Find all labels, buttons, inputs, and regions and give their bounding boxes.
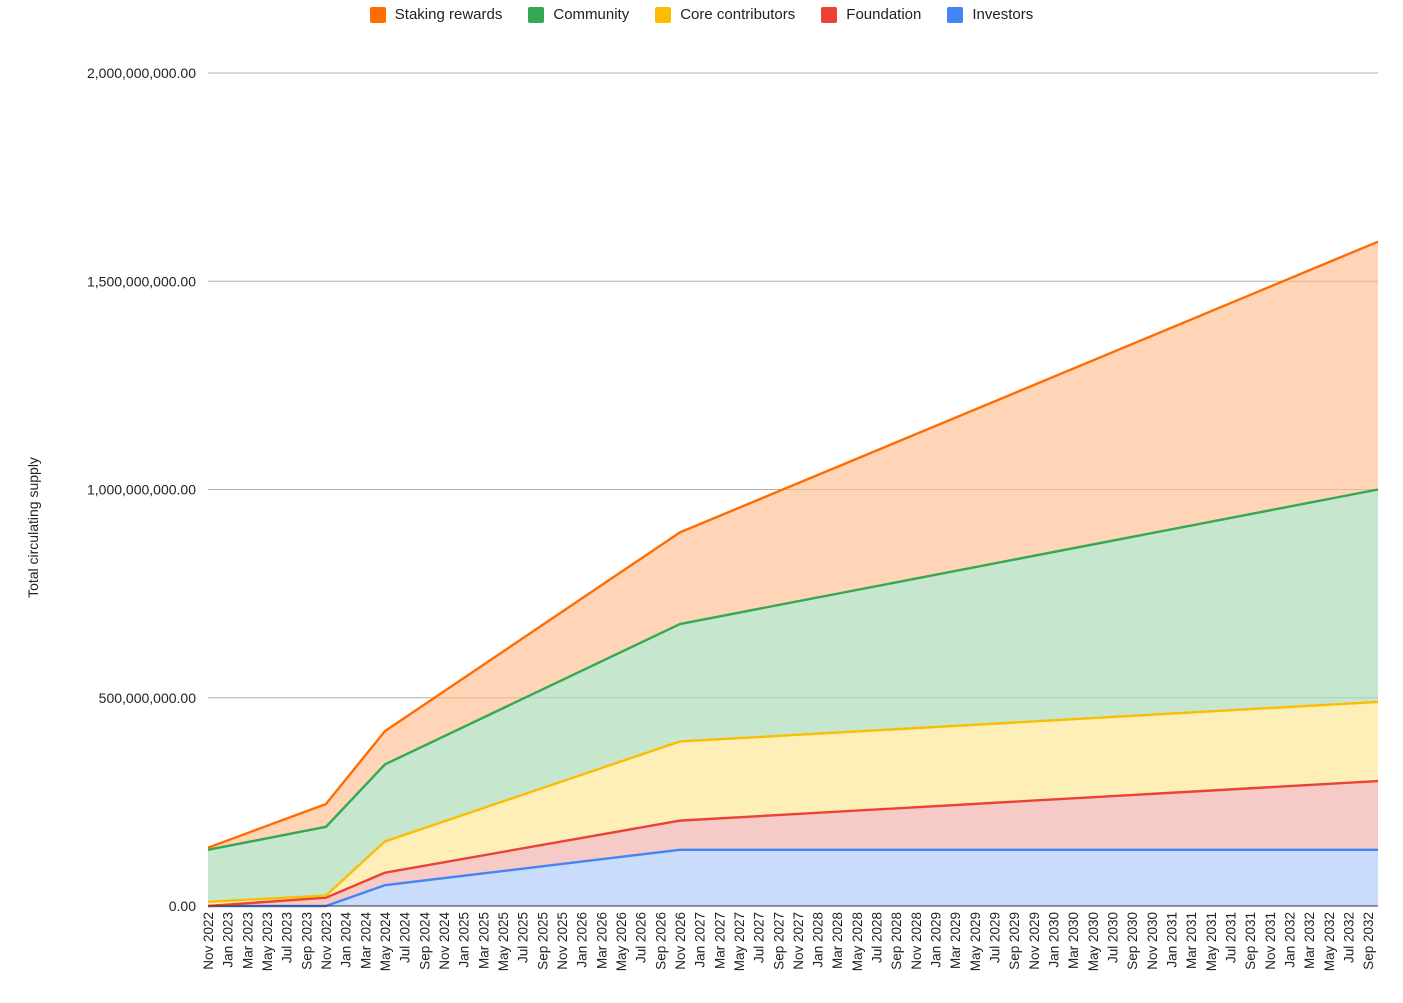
x-tick-label: Jan 2031 (1165, 912, 1180, 968)
x-tick-label: Nov 2023 (319, 912, 334, 970)
x-tick-label: Mar 2030 (1066, 912, 1081, 969)
x-tick-label: Jul 2031 (1224, 912, 1239, 963)
x-tick-label: Jan 2025 (457, 912, 472, 968)
x-tick-label: Mar 2031 (1184, 912, 1199, 969)
area-foundation (208, 781, 1378, 906)
x-tick-label: Mar 2027 (712, 912, 727, 969)
x-tick-label: Nov 2024 (437, 912, 452, 970)
line-core-contributors (207, 700, 1379, 904)
legend-item-community: Community (528, 6, 629, 23)
x-tick-label: Jan 2023 (221, 912, 236, 968)
x-tick-label: Mar 2028 (830, 912, 845, 969)
x-tick-label: Jul 2029 (988, 912, 1003, 963)
x-tick-label: Mar 2023 (240, 912, 255, 969)
line-staking-rewards (207, 240, 1379, 849)
legend-label-investors: Investors (972, 6, 1034, 23)
legend-item-investors: Investors (947, 6, 1033, 23)
x-tick-label: Nov 2026 (673, 912, 688, 970)
x-tick-label: Jan 2024 (339, 912, 354, 968)
x-tick-label: Sep 2032 (1361, 912, 1376, 970)
x-tick-label: Jan 2029 (929, 912, 944, 968)
y-tick-label: 1,000,000,000.00 (87, 482, 196, 498)
x-tick-label: Jul 2028 (870, 912, 885, 963)
x-tick-label: Sep 2030 (1125, 912, 1140, 970)
x-tick-label: May 2028 (850, 912, 865, 971)
line-community (207, 488, 1379, 851)
area-core-contributors (208, 701, 1378, 906)
x-tick-label: Jul 2026 (634, 912, 649, 963)
x-tick-label: May 2023 (260, 912, 275, 971)
y-tick-label: 2,000,000,000.00 (87, 65, 196, 81)
y-tick-label: 0.00 (169, 898, 196, 914)
x-tick-label: Sep 2026 (653, 912, 668, 970)
legend-swatch-community (528, 6, 545, 23)
legend-swatch-foundation (821, 6, 838, 23)
area-community (208, 489, 1378, 902)
x-tick-label: Jul 2032 (1342, 912, 1357, 963)
chart-legend: Staking rewards Community Core contributor… (0, 6, 1403, 23)
x-tick-label: May 2031 (1204, 912, 1219, 971)
x-tick-label: May 2030 (1086, 912, 1101, 971)
legend-item-core-contributors: Core contributors (655, 6, 795, 23)
x-tick-label: Jan 2030 (1047, 912, 1062, 968)
x-tick-label: May 2032 (1322, 912, 1337, 971)
x-tick-label: Jul 2027 (752, 912, 767, 963)
x-tick-label: Nov 2028 (909, 912, 924, 970)
area-staking-rewards (208, 241, 1378, 850)
legend-label-foundation: Foundation (846, 6, 922, 23)
x-tick-label: Jul 2024 (398, 912, 413, 964)
legend-item-staking-rewards: Staking rewards (369, 6, 503, 23)
x-tick-label: Mar 2026 (594, 912, 609, 969)
x-tick-label: Sep 2023 (299, 912, 314, 970)
x-tick-label: Mar 2032 (1302, 912, 1317, 969)
x-tick-label: May 2029 (968, 912, 983, 971)
x-tick-label: Sep 2029 (1007, 912, 1022, 970)
x-tick-label: Mar 2025 (476, 912, 491, 969)
x-tick-label: Jan 2032 (1283, 912, 1298, 968)
legend-swatch-investors (947, 6, 964, 23)
legend-label-staking-rewards: Staking rewards (394, 6, 503, 23)
x-tick-label: Jan 2028 (811, 912, 826, 968)
x-tick-label: May 2026 (614, 912, 629, 971)
legend-label-core-contributors: Core contributors (680, 6, 796, 23)
x-tick-label: Jul 2023 (280, 912, 295, 963)
x-tick-label: Nov 2029 (1027, 912, 1042, 970)
x-tick-label: Sep 2027 (771, 912, 786, 970)
x-tick-label: Sep 2024 (417, 912, 432, 970)
x-tick-label: Mar 2024 (358, 912, 373, 970)
legend-label-community: Community (553, 6, 630, 23)
area-investors (208, 849, 1378, 906)
x-tick-label: Nov 2031 (1263, 912, 1278, 970)
x-tick-label: Sep 2025 (535, 912, 550, 970)
y-axis-title: Total circulating supply (25, 457, 41, 598)
legend-item-foundation: Foundation (821, 6, 921, 23)
x-tick-label: Sep 2031 (1243, 912, 1258, 970)
x-tick-label: May 2025 (496, 912, 511, 971)
y-tick-label: 1,500,000,000.00 (87, 273, 196, 289)
x-tick-label: Nov 2025 (555, 912, 570, 970)
x-tick-label: Sep 2028 (889, 912, 904, 970)
x-tick-label: Mar 2029 (948, 912, 963, 969)
x-tick-label: Jan 2027 (693, 912, 708, 968)
line-foundation (207, 779, 1379, 908)
x-tick-label: May 2024 (378, 912, 393, 972)
x-tick-label: Jan 2026 (575, 912, 590, 968)
legend-swatch-core-contributors (655, 6, 672, 23)
x-tick-label: Jul 2030 (1106, 912, 1121, 963)
x-tick-label: Nov 2030 (1145, 912, 1160, 970)
x-tick-label: Nov 2022 (201, 912, 216, 970)
legend-swatch-staking-rewards (369, 6, 386, 23)
x-tick-label: May 2027 (732, 912, 747, 971)
x-tick-label: Nov 2027 (791, 912, 806, 970)
y-tick-label: 500,000,000.00 (99, 690, 197, 706)
x-tick-label: Jul 2025 (516, 912, 531, 963)
